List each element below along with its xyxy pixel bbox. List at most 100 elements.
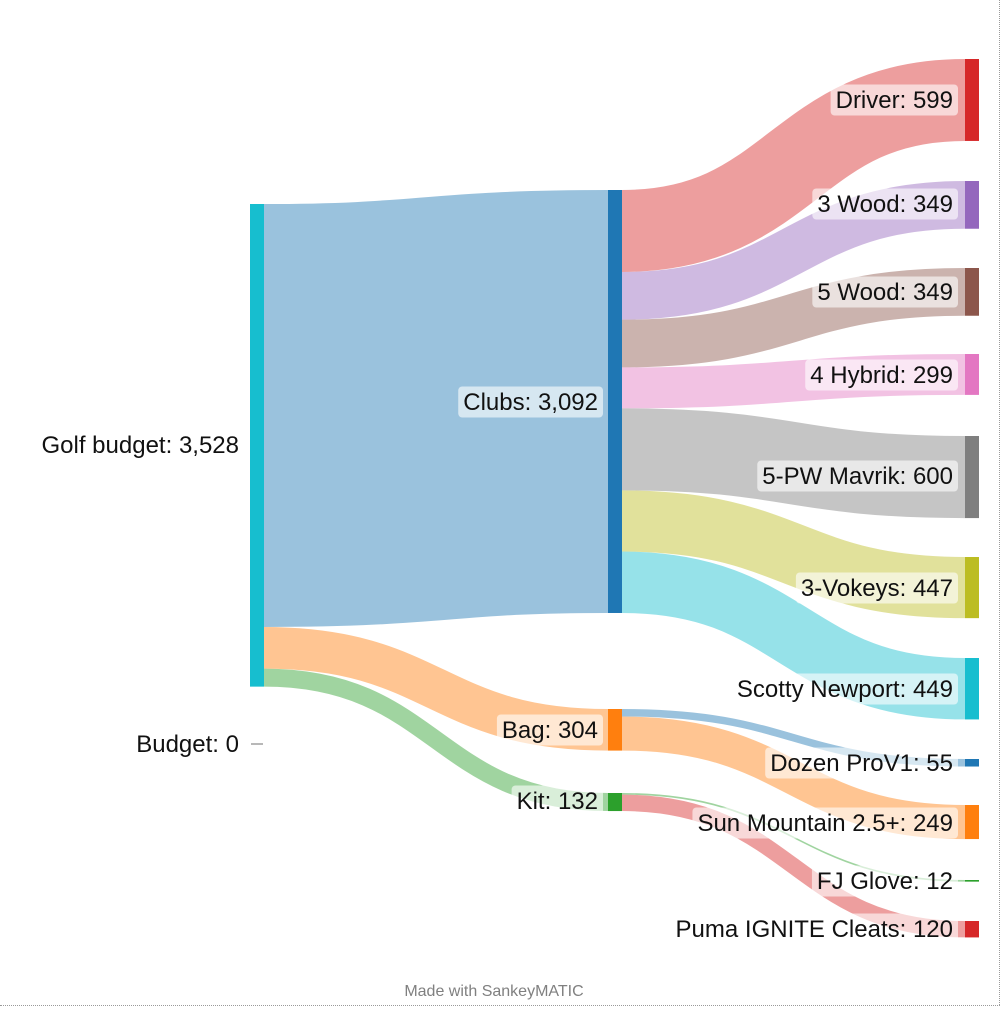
node-value: 304 <box>558 717 598 744</box>
node-value: 447 <box>913 575 953 602</box>
credit-text: Made with SankeyMATIC <box>404 983 583 1000</box>
label-layer: Golf budget: 3,528 Budget: 0 Clubs: 3,092 B… <box>42 84 958 945</box>
node-bar-provi <box>965 759 979 767</box>
node-bar-kit <box>608 793 622 812</box>
node-value: 3,092 <box>538 389 598 416</box>
node-label-golf_budget: Golf budget: 3,528 <box>42 432 240 459</box>
node-separator: : <box>900 279 913 306</box>
node-label-backdrop <box>765 747 958 779</box>
node-label-clubs: Clubs: 3,092 <box>458 386 603 418</box>
node-label-backdrop <box>811 865 958 897</box>
node-bar-mavrik <box>965 436 979 519</box>
node-separator: : <box>900 191 913 218</box>
node-label-backdrop <box>511 785 603 817</box>
svg-text:Bag: 304: Bag: 304 <box>502 717 598 744</box>
node-separator: : <box>900 362 913 389</box>
node-value: 0 <box>226 731 239 758</box>
svg-text:3-Vokeys: 447: 3-Vokeys: 447 <box>801 575 953 602</box>
node-bar-scotty <box>965 658 979 720</box>
node-name: Bag <box>502 717 545 744</box>
svg-text:Budget: 0: Budget: 0 <box>136 731 239 758</box>
node-label-backdrop <box>670 913 958 945</box>
node-value: 3,528 <box>179 432 239 459</box>
node-value: 599 <box>913 87 953 114</box>
node-bar-wood3 <box>965 181 979 229</box>
svg-text:Driver: 599: Driver: 599 <box>836 87 953 114</box>
node-name: Golf budget <box>42 432 166 459</box>
node-label-kit: Kit: 132 <box>511 785 603 817</box>
node-value: 55 <box>926 750 953 777</box>
svg-text:5 Wood: 349: 5 Wood: 349 <box>817 279 953 306</box>
node-separator: : <box>166 432 179 459</box>
svg-text:Sun Mountain 2.5+: 249: Sun Mountain 2.5+: 249 <box>697 810 953 837</box>
node-bar-golf_budget <box>250 204 264 687</box>
node-bar-hybrid4 <box>965 354 979 395</box>
node-label-glove: FJ Glove: 12 <box>811 865 958 897</box>
frame-border-right <box>999 0 1000 1005</box>
node-name: 5-PW Mavrik <box>762 463 900 490</box>
node-name: FJ Glove <box>817 868 913 895</box>
svg-text:FJ Glove: 12: FJ Glove: 12 <box>817 868 953 895</box>
node-label-bag: Bag: 304 <box>496 714 603 746</box>
node-separator: : <box>900 916 913 943</box>
node-name: Driver <box>836 87 900 114</box>
node-label-backdrop <box>757 460 958 492</box>
node-separator: : <box>900 575 913 602</box>
node-separator: : <box>545 717 558 744</box>
node-separator: : <box>900 810 913 837</box>
node-separator: : <box>900 676 913 703</box>
node-label-hybrid4: 4 Hybrid: 299 <box>805 359 958 391</box>
node-label-backdrop <box>731 673 958 705</box>
node-bar-glove <box>965 880 979 882</box>
node-value: 349 <box>913 191 953 218</box>
node-separator: : <box>900 463 913 490</box>
node-separator: : <box>913 868 926 895</box>
node-label-vokeys: 3-Vokeys: 447 <box>795 572 958 604</box>
node-value: 449 <box>913 676 953 703</box>
svg-text:Kit: 132: Kit: 132 <box>517 788 598 815</box>
svg-text:Scotty Newport: 449: Scotty Newport: 449 <box>737 676 953 703</box>
node-name: 5 Wood <box>817 279 899 306</box>
node-value: 249 <box>913 810 953 837</box>
node-label-wood3: 3 Wood: 349 <box>812 188 958 220</box>
node-label-backdrop <box>692 807 958 839</box>
node-bar-sunmtn <box>965 805 979 840</box>
node-value: 299 <box>913 362 953 389</box>
node-label-provi: Dozen ProV1: 55 <box>765 747 958 779</box>
node-name: 3 Wood <box>817 191 899 218</box>
node-name: Kit <box>517 788 545 815</box>
node-separator: : <box>545 788 558 815</box>
node-name: Puma IGNITE Cleats <box>676 916 900 943</box>
node-label-budget: Budget: 0 <box>136 731 239 758</box>
node-separator: : <box>525 389 538 416</box>
node-name: Sun Mountain 2.5+ <box>697 810 899 837</box>
node-layer <box>250 59 979 938</box>
node-bar-vokeys <box>965 557 979 619</box>
node-value: 349 <box>913 279 953 306</box>
svg-text:Dozen ProV1: 55: Dozen ProV1: 55 <box>770 750 953 777</box>
node-bar-wood5 <box>965 268 979 316</box>
node-separator: : <box>212 731 225 758</box>
node-name: Scotty Newport <box>737 676 900 703</box>
node-label-backdrop <box>805 359 958 391</box>
node-label-mavrik: 5-PW Mavrik: 600 <box>757 460 958 492</box>
node-label-scotty: Scotty Newport: 449 <box>731 673 958 705</box>
node-label-backdrop <box>812 276 958 308</box>
node-value: 600 <box>913 463 953 490</box>
node-label-wood5: 5 Wood: 349 <box>812 276 958 308</box>
node-name: 4 Hybrid <box>810 362 899 389</box>
svg-text:4 Hybrid: 299: 4 Hybrid: 299 <box>810 362 953 389</box>
node-label-sunmtn: Sun Mountain 2.5+: 249 <box>692 807 958 839</box>
node-bar-clubs <box>608 190 622 613</box>
node-separator: : <box>900 87 913 114</box>
node-value: 132 <box>558 788 598 815</box>
node-bar-bag <box>608 709 622 751</box>
node-label-backdrop <box>458 386 603 418</box>
node-label-backdrop <box>795 572 958 604</box>
node-name: Clubs <box>463 389 524 416</box>
node-bar-driver <box>965 59 979 141</box>
node-name: Dozen ProV1 <box>770 750 913 777</box>
node-value: 12 <box>926 868 953 895</box>
